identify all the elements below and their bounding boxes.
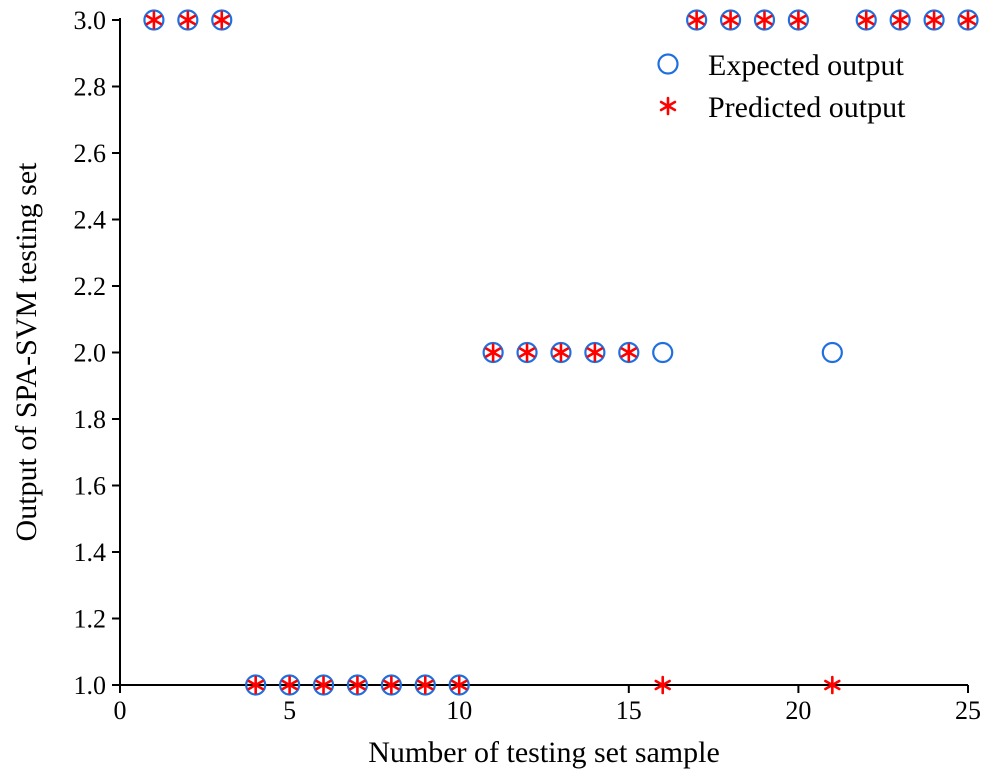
predicted-output-point xyxy=(552,343,570,362)
expected-output-point xyxy=(719,9,742,31)
expected-output-point xyxy=(211,9,233,31)
series-layer xyxy=(143,9,979,696)
x-tick-label: 20 xyxy=(785,696,811,725)
predicted-output-point xyxy=(145,10,163,30)
predicted-output-point xyxy=(925,10,943,30)
predicted-output-point xyxy=(247,675,264,695)
predicted-output-point xyxy=(213,10,230,30)
predicted-output-point xyxy=(450,675,468,695)
expected-output-point xyxy=(279,674,301,696)
expected-output-point xyxy=(482,341,504,364)
predicted-output-point xyxy=(281,675,298,695)
expected-output-point xyxy=(652,341,674,364)
x-axis-title: Number of testing set sample xyxy=(368,736,720,769)
predicted-output-point xyxy=(586,343,604,362)
predicted-output-point xyxy=(484,343,502,362)
y-axis-title: Output of SPA-SVM testing set xyxy=(10,162,43,542)
x-tick-label: 10 xyxy=(446,696,472,725)
x-tick-label: 25 xyxy=(955,696,981,725)
y-tick-label: 1.2 xyxy=(74,605,107,634)
legend-marker-circle xyxy=(657,53,679,75)
expected-output-point xyxy=(889,9,911,31)
y-tick-label: 2.8 xyxy=(74,73,107,102)
y-tick-label: 1.0 xyxy=(74,671,107,700)
predicted-output-point xyxy=(891,10,909,30)
expected-output-point xyxy=(855,9,877,31)
expected-output-point xyxy=(584,341,606,364)
expected-output-point xyxy=(143,9,165,31)
expected-output-point xyxy=(448,674,470,696)
predicted-output-point xyxy=(179,10,197,30)
series-predicted-output xyxy=(145,10,977,695)
expected-output-point xyxy=(516,341,538,364)
expected-output-point xyxy=(957,9,979,31)
legend: Expected output Predicted output xyxy=(657,49,906,124)
predicted-output-point xyxy=(790,10,807,30)
y-tick-label: 2.0 xyxy=(74,339,107,368)
expected-output-point xyxy=(245,674,267,696)
predicted-output-point xyxy=(315,675,332,695)
predicted-output-point xyxy=(756,10,773,30)
x-tick-label: 15 xyxy=(616,696,642,725)
x-tick-label: 5 xyxy=(283,696,296,725)
x-ticks: 0 5 10 15 20 25 xyxy=(114,685,981,725)
predicted-output-point xyxy=(722,10,739,30)
y-tick-label: 3.0 xyxy=(74,6,107,35)
predicted-output-point xyxy=(959,10,977,30)
expected-output-point xyxy=(380,674,402,696)
predicted-output-point xyxy=(688,10,705,30)
legend-label: Expected output xyxy=(708,49,904,82)
y-tick-label: 1.4 xyxy=(74,538,107,567)
predicted-output-point xyxy=(518,343,536,362)
y-tick-label: 2.4 xyxy=(74,206,107,235)
y-ticks: 1.0 1.2 1.4 1.6 1.8 2.0 2.2 2.4 2.6 2.8 3.0 xyxy=(74,6,120,700)
expected-output-point xyxy=(177,9,199,31)
expected-output-point xyxy=(618,341,640,364)
predicted-output-point xyxy=(654,675,671,695)
legend-label: Predicted output xyxy=(708,91,906,124)
expected-output-point xyxy=(550,341,572,364)
series-expected-output xyxy=(143,9,979,696)
legend-marker-asterisk xyxy=(659,96,677,116)
expected-output-point xyxy=(686,9,708,31)
predicted-output-point xyxy=(858,10,875,30)
expected-output-point xyxy=(923,9,945,31)
predicted-output-point xyxy=(620,343,638,362)
expected-output-point xyxy=(414,674,436,696)
x-tick-label: 0 xyxy=(114,696,127,725)
expected-output-point xyxy=(821,341,843,364)
expected-output-point xyxy=(346,674,369,696)
y-tick-label: 2.2 xyxy=(74,272,107,301)
predicted-output-point xyxy=(417,675,434,695)
expected-output-point xyxy=(753,9,776,31)
y-tick-label: 2.6 xyxy=(74,139,107,168)
expected-output-point xyxy=(787,9,810,31)
y-tick-label: 1.8 xyxy=(74,405,107,434)
expected-output-point xyxy=(312,674,335,696)
predicted-output-point xyxy=(383,675,400,695)
predicted-output-point xyxy=(824,675,841,695)
y-tick-label: 1.6 xyxy=(74,472,107,501)
predicted-output-point xyxy=(349,675,366,695)
